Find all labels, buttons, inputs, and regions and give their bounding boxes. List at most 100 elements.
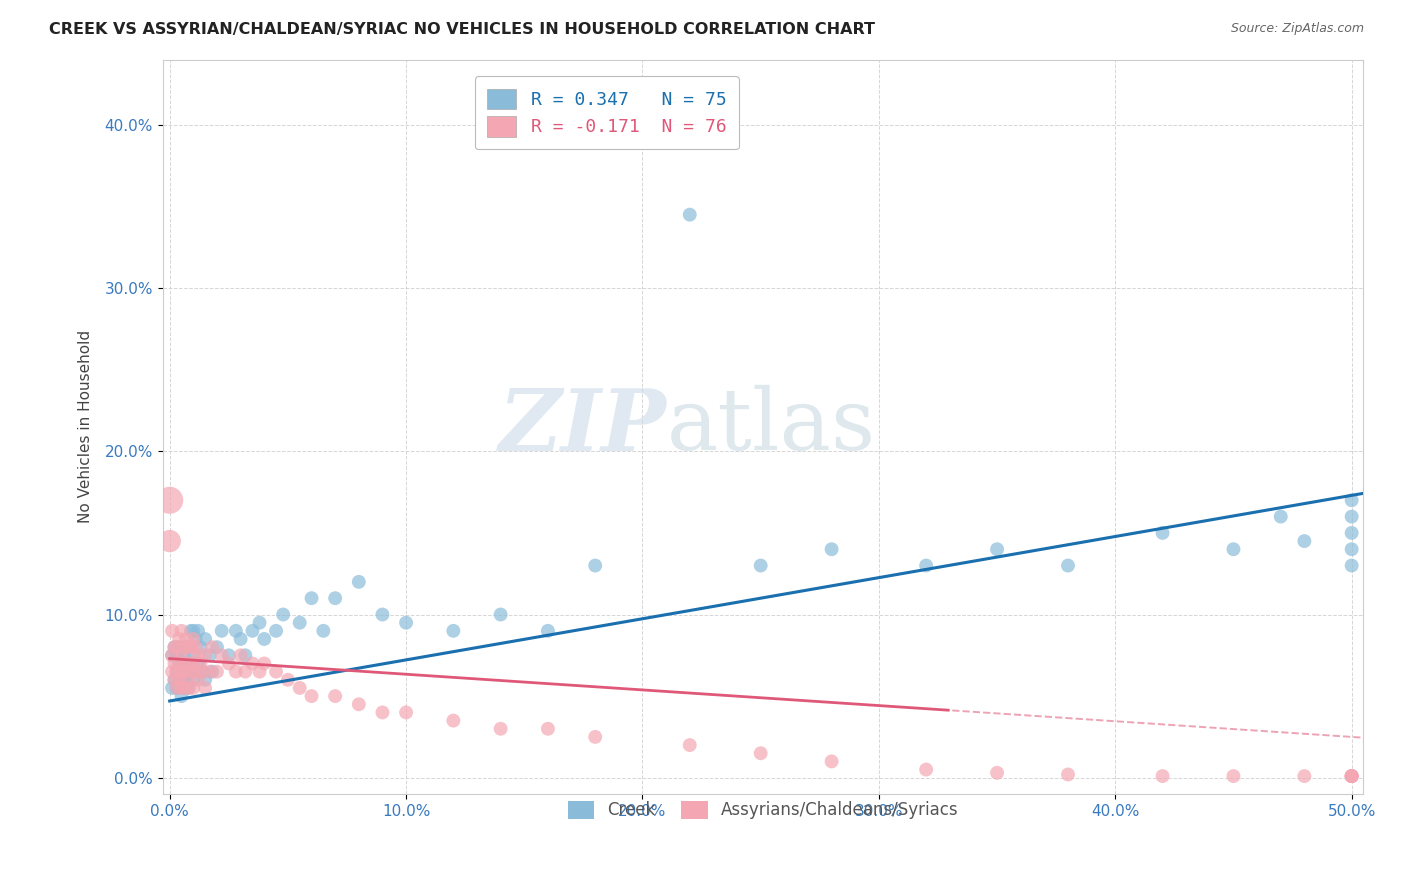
Point (183, 632, 205, 646)
Point (1294, 769, 1316, 783)
Point (1294, 534, 1316, 549)
Point (915, 763, 938, 777)
Point (1270, 509, 1292, 524)
Point (177, 657, 200, 671)
Point (180, 624, 202, 638)
Point (174, 673, 197, 687)
Point (166, 681, 188, 695)
Point (1340, 769, 1362, 783)
Text: CREEK VS ASSYRIAN/CHALDEAN/SYRIAC NO VEHICLES IN HOUSEHOLD CORRELATION CHART: CREEK VS ASSYRIAN/CHALDEAN/SYRIAC NO VEH… (49, 22, 875, 37)
Point (201, 640, 224, 655)
Point (249, 665, 271, 679)
Point (177, 640, 200, 655)
Point (170, 689, 193, 703)
Point (173, 665, 195, 679)
Point (1340, 769, 1362, 783)
Point (301, 689, 323, 703)
Point (583, 730, 606, 744)
Point (820, 542, 842, 557)
Point (271, 607, 294, 622)
Point (170, 648, 193, 663)
Point (174, 657, 197, 671)
Point (166, 640, 188, 655)
Point (301, 591, 323, 606)
Point (749, 558, 772, 573)
Point (211, 648, 233, 663)
Point (190, 640, 212, 655)
Point (218, 657, 240, 671)
Point (180, 657, 202, 671)
Point (160, 624, 183, 638)
Point (1152, 525, 1174, 540)
Point (233, 648, 256, 663)
Point (180, 640, 202, 655)
Point (225, 665, 247, 679)
Point (489, 722, 512, 736)
Point (174, 632, 197, 646)
Point (163, 640, 186, 655)
Point (163, 640, 186, 655)
Point (915, 558, 938, 573)
Point (174, 673, 197, 687)
Point (163, 657, 186, 671)
Point (1340, 525, 1362, 540)
Point (1340, 769, 1362, 783)
Point (166, 665, 188, 679)
Point (180, 665, 202, 679)
Point (183, 681, 205, 695)
Point (1340, 542, 1362, 557)
Point (163, 673, 186, 687)
Point (163, 673, 186, 687)
Point (167, 640, 190, 655)
Point (160, 665, 183, 679)
Point (1340, 769, 1362, 783)
Point (1152, 769, 1174, 783)
Y-axis label: No Vehicles in Household: No Vehicles in Household (79, 330, 93, 524)
Point (173, 681, 195, 695)
Point (177, 681, 200, 695)
Point (167, 657, 190, 671)
Point (187, 673, 209, 687)
Point (184, 632, 207, 646)
Point (198, 648, 221, 663)
Point (537, 624, 560, 638)
Point (183, 624, 205, 638)
Point (170, 657, 193, 671)
Point (583, 558, 606, 573)
Point (187, 624, 209, 638)
Point (170, 673, 193, 687)
Point (264, 624, 287, 638)
Point (190, 657, 212, 671)
Point (1222, 542, 1244, 557)
Point (211, 624, 233, 638)
Point (166, 665, 188, 679)
Point (159, 493, 181, 508)
Point (242, 624, 264, 638)
Point (489, 607, 512, 622)
Point (191, 665, 214, 679)
Point (177, 681, 200, 695)
Point (187, 648, 209, 663)
Point (160, 648, 183, 663)
Point (167, 673, 190, 687)
Point (177, 665, 200, 679)
Point (288, 615, 311, 630)
Point (184, 640, 207, 655)
Point (537, 722, 560, 736)
Point (323, 689, 346, 703)
Point (441, 714, 464, 728)
Point (395, 706, 418, 720)
Point (191, 665, 214, 679)
Point (679, 208, 702, 222)
Point (749, 746, 772, 760)
Point (170, 640, 193, 655)
Point (249, 615, 271, 630)
Point (253, 632, 276, 646)
Point (820, 755, 842, 769)
Text: Source: ZipAtlas.com: Source: ZipAtlas.com (1230, 22, 1364, 36)
Point (679, 738, 702, 752)
Point (170, 665, 193, 679)
Point (986, 542, 1008, 557)
Point (225, 624, 247, 638)
Point (253, 657, 276, 671)
